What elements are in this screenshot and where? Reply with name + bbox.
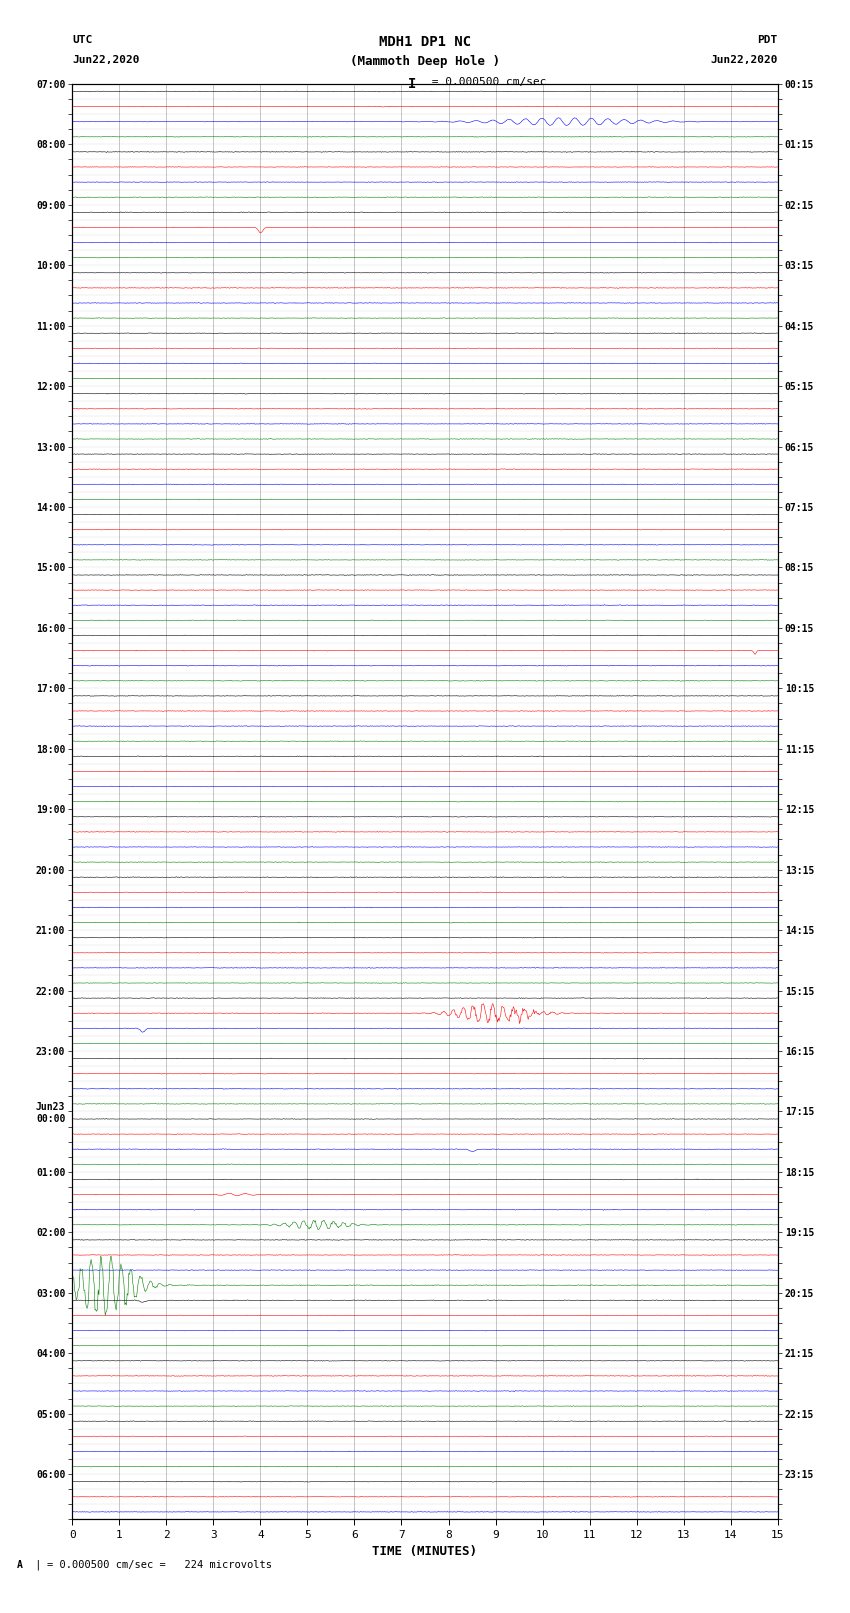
Text: Jun22,2020: Jun22,2020: [72, 55, 139, 65]
Text: I: I: [408, 77, 416, 92]
Text: PDT: PDT: [757, 35, 778, 45]
Text: = 0.000500 cm/sec =   224 microvolts: = 0.000500 cm/sec = 224 microvolts: [47, 1560, 272, 1569]
Text: A: A: [17, 1560, 23, 1569]
Text: MDH1 DP1 NC: MDH1 DP1 NC: [379, 35, 471, 50]
X-axis label: TIME (MINUTES): TIME (MINUTES): [372, 1545, 478, 1558]
Text: |: |: [34, 1560, 41, 1571]
Text: = 0.000500 cm/sec: = 0.000500 cm/sec: [425, 77, 547, 87]
Text: UTC: UTC: [72, 35, 93, 45]
Text: Jun22,2020: Jun22,2020: [711, 55, 778, 65]
Text: (Mammoth Deep Hole ): (Mammoth Deep Hole ): [350, 55, 500, 68]
